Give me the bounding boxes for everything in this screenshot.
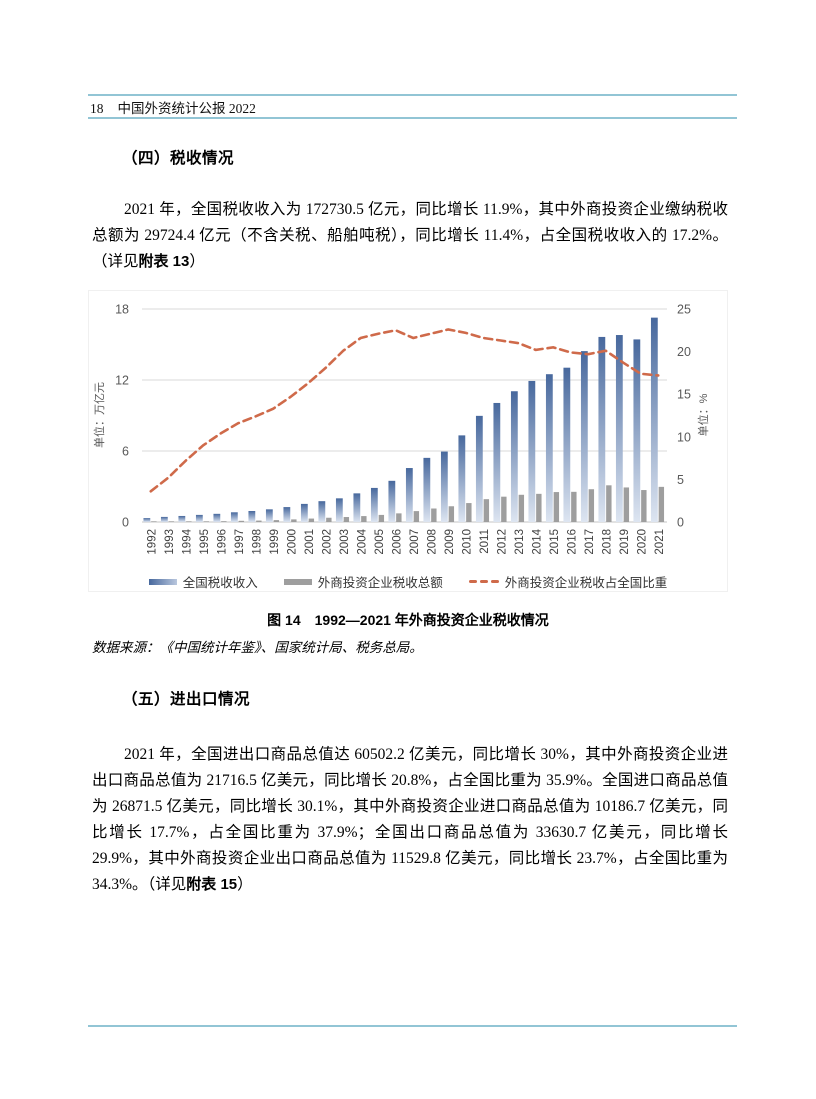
svg-text:单位：%: 单位：% [696, 393, 710, 436]
page-bottom-rule [88, 1025, 737, 1027]
svg-text:2003: 2003 [339, 529, 351, 555]
national-bar-swatch-icon [148, 578, 177, 585]
tax-chart: 0 6 12 18 0 5 10 15 20 25 单位：万亿元 单位：% 1992 1993 1994 19… [92, 303, 710, 555]
svg-text:0: 0 [122, 516, 129, 530]
svg-text:25: 25 [677, 303, 691, 317]
svg-text:2021: 2021 [654, 529, 666, 555]
svg-text:5: 5 [677, 473, 684, 487]
legend-item-share: 外商投资企业税收占全国比重 [468, 572, 668, 591]
svg-text:2000: 2000 [286, 529, 298, 555]
svg-text:2014: 2014 [531, 528, 543, 554]
svg-text:0: 0 [677, 516, 684, 530]
svg-text:2016: 2016 [566, 529, 578, 555]
svg-text:2010: 2010 [461, 529, 473, 555]
legend-item-fie: 外商投资企业税收总额 [283, 572, 443, 591]
svg-text:1998: 1998 [251, 529, 263, 555]
svg-text:1997: 1997 [234, 529, 246, 555]
svg-text:2011: 2011 [479, 529, 491, 554]
svg-text:2019: 2019 [619, 529, 631, 555]
svg-text:2006: 2006 [391, 529, 403, 555]
svg-text:1999: 1999 [269, 529, 281, 555]
fie-bar-swatch-icon [283, 578, 312, 585]
svg-text:2015: 2015 [549, 529, 561, 555]
svg-text:2018: 2018 [601, 529, 613, 555]
svg-text:15: 15 [677, 388, 691, 402]
share-line-swatch-icon [468, 579, 499, 584]
svg-text:2002: 2002 [321, 529, 333, 555]
svg-text:2020: 2020 [636, 529, 648, 555]
svg-text:1996: 1996 [216, 529, 228, 555]
tax-chart-figure: 0 6 12 18 0 5 10 15 20 25 单位：万亿元 单位：% 1992 1993 1994 19… [88, 290, 728, 592]
section-heading-trade: （五）进出口情况 [122, 691, 251, 708]
svg-text:2007: 2007 [409, 529, 421, 555]
svg-text:1992: 1992 [146, 529, 158, 555]
paragraph-tax: 2021 年，全国税收收入为 172730.5 亿元，同比增长 11.9%，其中… [92, 201, 728, 270]
chart-legend: 全国税收收入 外商投资企业税收总额 外商投资企业税收占全国比重 [89, 572, 727, 591]
svg-text:1993: 1993 [164, 529, 176, 555]
legend-item-national: 全国税收收入 [148, 572, 258, 591]
legend-label-national: 全国税收收入 [182, 576, 258, 590]
svg-text:10: 10 [677, 430, 691, 444]
page-number: 18 [90, 101, 104, 116]
svg-text:2013: 2013 [514, 529, 526, 555]
header-top-rule [88, 94, 737, 96]
svg-text:2005: 2005 [374, 529, 386, 555]
svg-text:2009: 2009 [444, 529, 456, 555]
svg-text:2001: 2001 [304, 529, 316, 555]
svg-text:2004: 2004 [356, 528, 368, 554]
svg-text:2012: 2012 [496, 529, 508, 555]
svg-text:12: 12 [115, 374, 129, 388]
svg-text:1994: 1994 [181, 528, 193, 554]
document-title: 中国外资统计公报 2022 [117, 101, 256, 116]
svg-text:2008: 2008 [426, 529, 438, 555]
svg-text:1995: 1995 [199, 529, 211, 555]
header-bottom-rule [88, 117, 737, 119]
svg-text:18: 18 [115, 303, 129, 317]
legend-label-share: 外商投资企业税收占全国比重 [504, 576, 668, 590]
data-source-note: 数据来源：《中国统计年鉴》、国家统计局、税务总局。 [92, 640, 423, 655]
legend-label-fie: 外商投资企业税收总额 [317, 576, 443, 590]
figure-caption: 图 14 1992—2021 年外商投资企业税收情况 [267, 612, 549, 628]
page-header: 18 中国外资统计公报 2022 [90, 97, 730, 117]
svg-text:20: 20 [677, 345, 691, 359]
svg-text:6: 6 [122, 445, 129, 459]
paragraph-trade: 2021 年，全国进出口商品总值达 60502.2 亿美元，同比增长 30%，其… [92, 746, 728, 893]
svg-text:单位：万亿元: 单位：万亿元 [92, 382, 106, 448]
section-heading-tax: （四）税收情况 [122, 150, 235, 167]
svg-text:2017: 2017 [584, 529, 596, 555]
